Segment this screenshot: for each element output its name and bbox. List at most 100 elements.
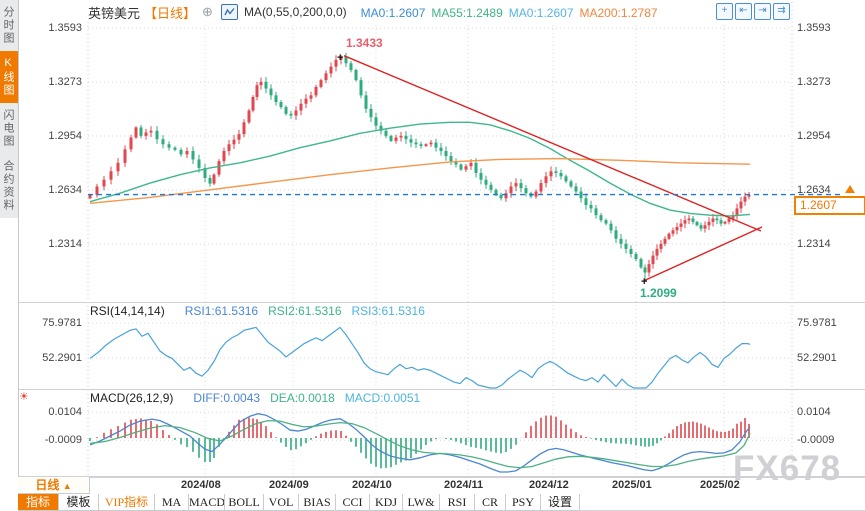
y-axis-label: 0.0104 — [797, 406, 831, 419]
indicator-value: MA55:1.2489 — [431, 5, 503, 20]
indicator-marker-icon[interactable]: ☀ — [19, 391, 29, 403]
y-axis-label: 1.2314 — [797, 238, 831, 250]
candle — [429, 142, 433, 145]
indicator-value: DEA:0.0018 — [270, 391, 335, 405]
sidebar-item-contract-info[interactable]: 合约资料 — [0, 154, 18, 218]
symbol-name: 英镑美元 — [88, 5, 141, 21]
tab-vol[interactable]: VOL — [264, 494, 299, 510]
crosshair-tool-icon[interactable]: + — [716, 3, 733, 20]
ma-settings-label[interactable]: MA(0,55,0,200,0,0) — [243, 5, 347, 19]
sidebar-item-tick-chart[interactable]: 分时图 — [0, 0, 18, 51]
tab-cci[interactable]: CCI — [336, 494, 370, 510]
watermark: FX678 — [733, 449, 842, 488]
y-axis-label: 52.2901 — [797, 352, 837, 364]
kline-chart-icon[interactable] — [220, 4, 238, 20]
candle — [434, 142, 438, 148]
trendline-anchor-cross[interactable]: + — [641, 276, 648, 288]
candle — [419, 144, 423, 146]
candle — [242, 122, 246, 135]
candle — [655, 248, 659, 256]
y-axis-label: 0.0104 — [48, 406, 82, 419]
trendline[interactable] — [343, 55, 762, 232]
price-up-arrow-icon — [845, 185, 855, 193]
compress-left-icon[interactable]: ⇤ — [735, 3, 752, 20]
tab-boll[interactable]: BOLL — [225, 494, 264, 510]
candle — [369, 108, 373, 118]
candle — [624, 243, 628, 249]
trendline[interactable] — [644, 226, 763, 281]
candle — [747, 194, 751, 197]
tab-indicator[interactable]: 指标 — [18, 494, 59, 510]
sidebar-item-lightning-chart[interactable]: 闪电图 — [0, 103, 18, 154]
trendline-anchor-cross[interactable]: + — [337, 52, 344, 64]
period-label[interactable]: 【日线】 — [144, 5, 197, 21]
tab-rsi[interactable]: RSI — [440, 494, 475, 510]
candle — [504, 193, 508, 199]
candle — [102, 179, 106, 187]
candle — [609, 223, 613, 231]
tab-bias[interactable]: BIAS — [299, 494, 336, 510]
candle — [329, 66, 333, 74]
candle — [599, 215, 603, 221]
x-axis-label: 2024/10 — [352, 479, 392, 491]
candle — [549, 171, 553, 177]
candle — [604, 220, 608, 224]
y-axis-label: 75.9781 — [42, 316, 82, 329]
candle — [284, 107, 288, 114]
candle — [469, 162, 473, 167]
candle — [711, 218, 715, 222]
candle — [663, 238, 667, 244]
candle — [715, 218, 719, 221]
tab-kdj[interactable]: KDJ — [370, 494, 403, 510]
candle — [534, 191, 538, 197]
candle — [691, 218, 695, 222]
y-axis-label: 1.2954 — [797, 130, 831, 142]
rsi-title[interactable]: RSI(14,14,14) — [90, 304, 165, 318]
indicator-tab-bar: 指标 模板 VIP指标 MA MACD BOLL VOL BIAS CCI KDJ LW& RSI CR… — [18, 494, 580, 511]
sidebar-item-kline-chart[interactable]: K线图 — [0, 51, 18, 103]
candle — [614, 230, 618, 239]
candle — [217, 161, 221, 175]
candle — [364, 95, 368, 109]
add-overlay-icon[interactable]: ⊕ — [202, 4, 213, 19]
candle — [404, 135, 408, 140]
candle — [389, 135, 393, 141]
pan-right-icon[interactable]: ⇉ — [773, 3, 790, 20]
tab-psy[interactable]: PSY — [506, 494, 541, 510]
tab-ma[interactable]: MA — [155, 494, 189, 510]
tab-cr[interactable]: CR — [475, 494, 506, 510]
candle — [731, 215, 735, 219]
sidebar: 分时图 K线图 闪电图 合约资料 — [0, 0, 19, 511]
candle — [703, 225, 707, 229]
indicator-value: MA200:1.2787 — [579, 5, 658, 20]
y-axis-label: 1.3273 — [48, 76, 82, 89]
tab-lw[interactable]: LW& — [403, 494, 440, 510]
tab-vip-indicator[interactable]: VIP指标 — [99, 494, 155, 510]
x-axis-label: 2024/09 — [269, 479, 309, 491]
candle — [232, 139, 236, 145]
candle — [464, 166, 468, 170]
candle — [735, 208, 739, 216]
tab-macd[interactable]: MACD — [189, 494, 225, 510]
candle — [727, 218, 731, 222]
candle — [208, 178, 212, 184]
candle — [479, 172, 483, 180]
candle — [639, 259, 643, 268]
candle — [667, 233, 671, 239]
candle — [509, 186, 513, 194]
y-axis-label: 75.9781 — [797, 316, 837, 329]
y-axis-label: 1.2634 — [797, 184, 831, 196]
candle — [629, 248, 633, 254]
candle — [687, 218, 691, 221]
x-axis-row — [18, 477, 865, 494]
candle — [155, 130, 159, 140]
candle — [109, 171, 113, 180]
tab-template[interactable]: 模板 — [59, 494, 99, 510]
macd-title[interactable]: MACD(26,12,9) — [90, 391, 174, 405]
candle — [269, 88, 273, 96]
tab-settings[interactable]: 设置 — [541, 494, 580, 510]
y-axis-label: 1.2634 — [48, 184, 82, 196]
candle — [424, 144, 428, 146]
period-selector-button[interactable]: 日线 ▲ — [18, 477, 90, 494]
compress-right-icon[interactable]: ⇥ — [754, 3, 771, 20]
